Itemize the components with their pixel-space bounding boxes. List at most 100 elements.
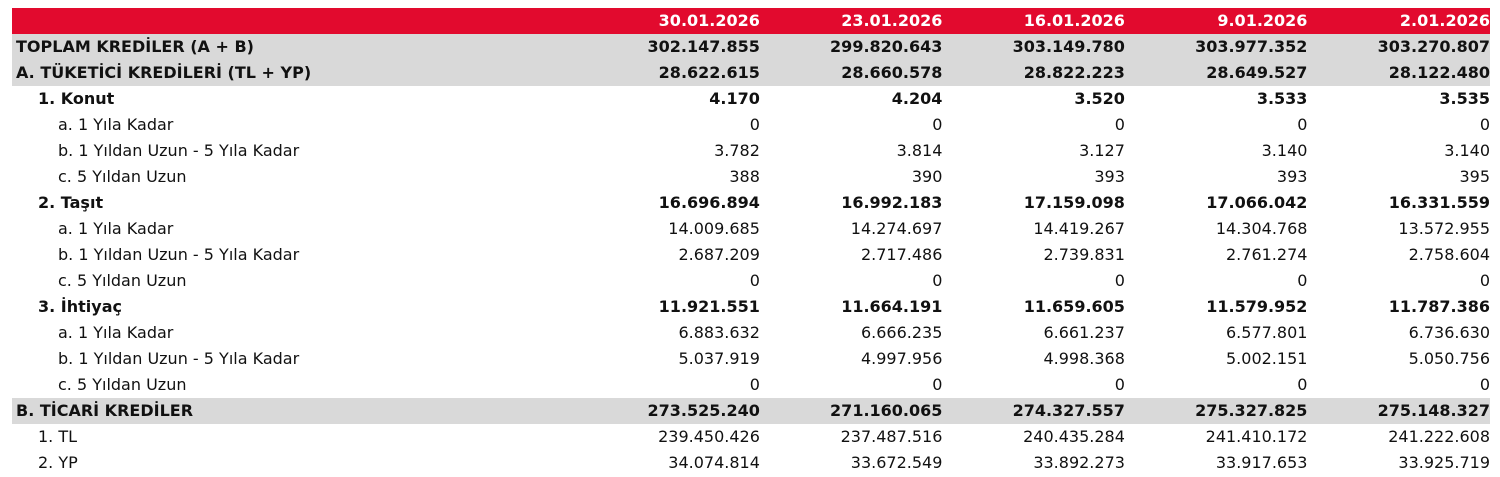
commercial-loans-row: B. TİCARİ KREDİLER 273.525.240 271.160.065… (12, 398, 1490, 424)
row-label: b. 1 Yıldan Uzun - 5 Yıla Kadar (58, 141, 300, 160)
row-value: 275.148.327 (1307, 398, 1490, 424)
consumer-loans-row: A. TÜKETİCİ KREDİLERİ (TL + YP) 28.622.61… (12, 60, 1490, 86)
row-value: 11.664.191 (841, 297, 943, 316)
row-value: 3.814 (896, 141, 943, 160)
row-value: 33.917.653 (1215, 453, 1308, 472)
row-value: 393 (1094, 167, 1125, 186)
row-value: 237.487.516 (840, 427, 943, 446)
row-value: 0 (1479, 115, 1490, 134)
row-value: 0 (932, 115, 943, 134)
row-label: c. 5 Yıldan Uzun (58, 271, 187, 290)
row-label: a. 1 Yıla Kadar (58, 323, 174, 342)
row-value: 2.761.274 (1226, 245, 1308, 264)
row-label: TOPLAM KREDİLER (A + B) (12, 34, 578, 60)
row-value: 3.127 (1079, 141, 1125, 160)
row-value: 4.204 (891, 89, 943, 108)
row-value: 271.160.065 (759, 398, 943, 424)
row-value: 0 (1297, 115, 1308, 134)
row-label: 2. Taşıt (38, 193, 104, 212)
row-value: 3.782 (714, 141, 760, 160)
row-value: 14.274.697 (850, 219, 943, 238)
row-label: a. 1 Yıla Kadar (58, 115, 174, 134)
personal-up-to-1y-row: a. 1 Yıla Kadar 6.883.632 6.666.235 6.661.2… (12, 320, 1490, 346)
row-value: 14.304.768 (1215, 219, 1308, 238)
row-value: 28.622.615 (577, 60, 760, 86)
header-date: 16.01.2026 (942, 8, 1125, 34)
row-value: 3.535 (1439, 89, 1490, 108)
row-value: 3.520 (1074, 89, 1125, 108)
header-label-cell (12, 8, 578, 34)
housing-up-to-1y-row: a. 1 Yıla Kadar 0 0 0 0 0 (12, 112, 1490, 138)
row-value: 6.666.235 (860, 323, 943, 342)
row-value: 2.758.604 (1408, 245, 1490, 264)
row-value: 11.921.551 (658, 297, 760, 316)
row-value: 0 (1114, 271, 1125, 290)
row-value: 303.270.807 (1307, 34, 1490, 60)
row-value: 275.327.825 (1124, 398, 1308, 424)
row-value: 2.717.486 (860, 245, 943, 264)
row-value: 2.739.831 (1043, 245, 1125, 264)
row-value: 6.661.237 (1043, 323, 1125, 342)
row-value: 6.577.801 (1226, 323, 1308, 342)
personal-row: 3. İhtiyaç 11.921.551 11.664.191 11.659.605… (12, 294, 1490, 320)
row-label: 1. TL (38, 427, 78, 446)
housing-row: 1. Konut 4.170 4.204 3.520 3.533 3.535 (12, 86, 1490, 112)
row-label: a. 1 Yıla Kadar (58, 219, 174, 238)
header-date: 23.01.2026 (759, 8, 943, 34)
header-row: 30.01.2026 23.01.2026 16.01.2026 9.01.20… (12, 8, 1490, 34)
row-value: 241.410.172 (1205, 427, 1308, 446)
row-value: 3.140 (1444, 141, 1490, 160)
row-value: 28.649.527 (1124, 60, 1308, 86)
row-label: B. TİCARİ KREDİLER (12, 398, 578, 424)
row-value: 33.672.549 (850, 453, 943, 472)
row-value: 0 (749, 115, 760, 134)
housing-1y-5y-row: b. 1 Yıldan Uzun - 5 Yıla Kadar 3.782 3.81… (12, 138, 1490, 164)
commercial-fx-row: 2. YP 34.074.814 33.672.549 33.892.273 33.91… (12, 450, 1490, 476)
row-value: 0 (1114, 115, 1125, 134)
row-value: 11.787.386 (1388, 297, 1490, 316)
row-value: 16.696.894 (658, 193, 760, 212)
row-label: 1. Konut (38, 89, 115, 108)
row-value: 274.327.557 (942, 398, 1125, 424)
row-label: A. TÜKETİCİ KREDİLERİ (TL + YP) (12, 60, 578, 86)
row-value: 0 (1297, 271, 1308, 290)
row-value: 28.122.480 (1307, 60, 1490, 86)
row-value: 14.009.685 (668, 219, 760, 238)
row-label: 2. YP (38, 453, 78, 472)
personal-over-5y-row: c. 5 Yıldan Uzun 0 0 0 0 0 (12, 372, 1490, 398)
row-value: 33.925.719 (1398, 453, 1490, 472)
row-value: 17.066.042 (1206, 193, 1308, 212)
row-value: 390 (911, 167, 943, 186)
row-value: 17.159.098 (1023, 193, 1125, 212)
row-value: 388 (729, 167, 760, 186)
row-value: 240.435.284 (1023, 427, 1125, 446)
row-value: 0 (932, 271, 943, 290)
row-value: 6.883.632 (678, 323, 760, 342)
row-value: 5.050.756 (1408, 349, 1490, 368)
row-value: 11.659.605 (1023, 297, 1125, 316)
row-value: 4.998.368 (1043, 349, 1125, 368)
row-label: c. 5 Yıldan Uzun (58, 167, 187, 186)
row-value: 0 (1479, 375, 1490, 394)
row-value: 3.533 (1256, 89, 1308, 108)
row-value: 28.660.578 (759, 60, 943, 86)
personal-1y-5y-row: b. 1 Yıldan Uzun - 5 Yıla Kadar 5.037.919… (12, 346, 1490, 372)
vehicle-1y-5y-row: b. 1 Yıldan Uzun - 5 Yıla Kadar 2.687.209… (12, 242, 1490, 268)
row-label: b. 1 Yıldan Uzun - 5 Yıla Kadar (58, 245, 300, 264)
row-value: 6.736.630 (1408, 323, 1490, 342)
row-value: 11.579.952 (1206, 297, 1308, 316)
row-value: 0 (749, 271, 760, 290)
row-value: 3.140 (1261, 141, 1308, 160)
row-value: 16.992.183 (841, 193, 943, 212)
vehicle-row: 2. Taşıt 16.696.894 16.992.183 17.159.098 17… (12, 190, 1490, 216)
row-value: 4.997.956 (860, 349, 943, 368)
row-value: 303.977.352 (1124, 34, 1308, 60)
vehicle-up-to-1y-row: a. 1 Yıla Kadar 14.009.685 14.274.697 14.41… (12, 216, 1490, 242)
row-value: 241.222.608 (1388, 427, 1490, 446)
row-value: 28.822.223 (942, 60, 1125, 86)
row-value: 5.002.151 (1226, 349, 1308, 368)
header-date: 30.01.2026 (577, 8, 760, 34)
row-value: 2.687.209 (678, 245, 760, 264)
row-value: 395 (1459, 167, 1490, 186)
row-value: 299.820.643 (759, 34, 943, 60)
